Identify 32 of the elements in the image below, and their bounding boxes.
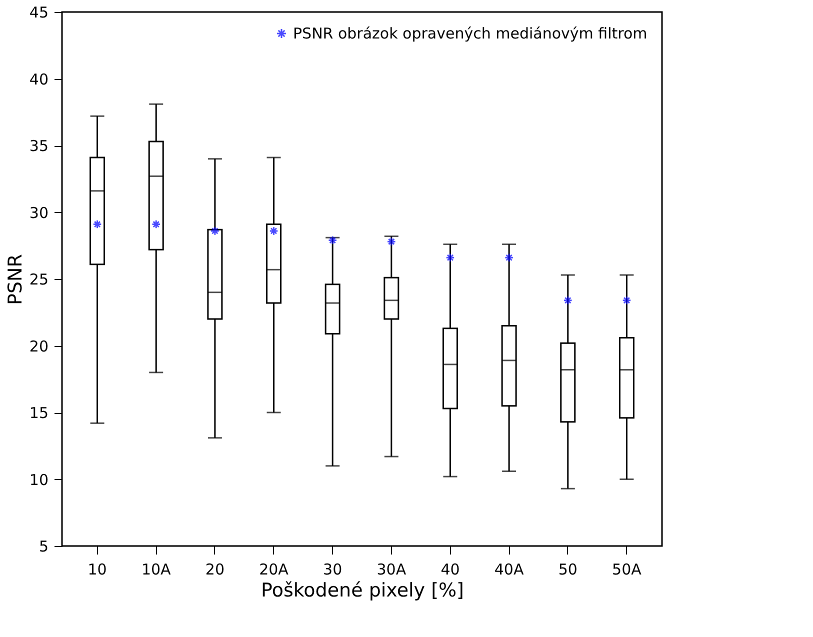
point [446, 253, 455, 262]
x-tick-label: 40A [494, 560, 524, 578]
point [563, 296, 573, 305]
y-tick-label: 25 [29, 270, 48, 288]
y-tick-label: 45 [29, 4, 48, 22]
x-tick-label: 50A [612, 560, 642, 578]
x-tick-label: 50 [558, 560, 578, 578]
x-axis-title: Poškodené pixely [%] [261, 580, 464, 602]
x-tick-label: 30A [376, 560, 407, 578]
y-tick-label: 40 [29, 70, 48, 88]
y-axis-title: PSNR [4, 254, 26, 305]
x-tick-label: 40 [440, 560, 460, 578]
x-tick-label: 20 [205, 560, 224, 578]
x-tick-label: 10A [141, 560, 172, 578]
point [504, 253, 514, 262]
point [386, 236, 396, 246]
point [269, 226, 278, 236]
point [328, 236, 338, 245]
y-tick-label: 20 [29, 337, 48, 356]
y-tick-label: 15 [29, 404, 48, 422]
x-tick-label: 30 [323, 560, 342, 578]
point [210, 226, 220, 236]
legend-label: PSNR obrázok opravených mediánovým filtrom [293, 24, 648, 42]
point [622, 296, 632, 305]
y-tick-label: 35 [29, 137, 48, 155]
x-tick-label: 20A [259, 560, 290, 578]
x-tick-label: 10 [88, 560, 107, 578]
y-tick-label: 5 [38, 538, 48, 556]
y-tick-label: 30 [29, 204, 48, 222]
y-tick-label: 10 [29, 470, 48, 489]
point [151, 220, 161, 229]
point [92, 220, 102, 229]
